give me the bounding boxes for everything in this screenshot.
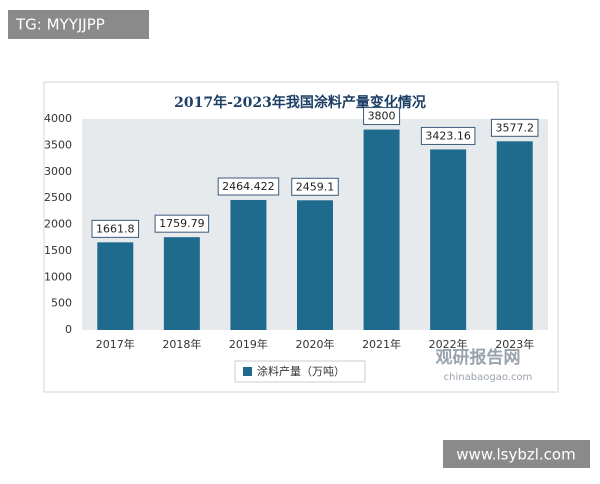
source-logo-url: chinabaogao.com	[444, 372, 533, 383]
y-tick-label: 3500	[44, 138, 72, 151]
y-tick-label: 500	[51, 297, 72, 310]
data-label-box	[154, 214, 210, 233]
y-tick-label: 3000	[44, 165, 72, 178]
bar	[363, 129, 400, 330]
data-label: 3577.2	[495, 121, 534, 134]
x-tick-label: 2020年	[296, 337, 335, 351]
data-label: 3423.16	[425, 129, 471, 142]
chart-title: 2017年-2023年我国涂料产量变化情况	[174, 94, 426, 111]
data-label: 1661.8	[96, 222, 135, 235]
y-tick-label: 1500	[44, 244, 72, 257]
legend-frame	[234, 360, 366, 383]
y-tick-label: 2500	[44, 191, 72, 204]
bar	[496, 141, 533, 330]
source-logo-name: 观研报告网	[435, 347, 521, 368]
bar	[230, 200, 267, 330]
watermark-top: TG: MYYJJPP	[15, 16, 105, 34]
y-tick-label: 4000	[44, 112, 72, 125]
legend-label: 涂料产量（万吨）	[257, 364, 345, 378]
data-label: 1759.79	[159, 217, 205, 230]
x-tick-label: 2021年	[362, 337, 401, 351]
watermark-bottom: www.lsybzl.com	[456, 446, 575, 464]
x-tick-label: 2017年	[96, 337, 135, 351]
y-tick-label: 0	[65, 323, 72, 336]
data-label: 3800	[368, 110, 396, 123]
y-tick-label: 2000	[44, 218, 72, 231]
bar	[297, 200, 333, 330]
data-label-box	[91, 219, 140, 238]
watermark-box	[8, 10, 149, 39]
bar	[163, 237, 200, 330]
legend-swatch	[243, 367, 252, 376]
x-tick-label: 2018年	[162, 337, 201, 351]
data-label: 2459.1	[296, 180, 335, 193]
data-label-box	[291, 177, 339, 196]
data-label-box	[217, 177, 280, 196]
x-tick-label: 2023年	[495, 337, 534, 351]
x-tick-label: 2022年	[429, 337, 468, 351]
bar	[430, 149, 467, 330]
bar	[97, 242, 134, 330]
data-label-box	[363, 107, 401, 126]
x-tick-label: 2019年	[229, 337, 268, 351]
data-label-box	[420, 126, 476, 145]
y-tick-label: 1000	[44, 270, 72, 283]
data-label-box	[490, 118, 539, 137]
data-label: 2464.422	[222, 180, 275, 193]
watermark-box	[443, 440, 590, 468]
